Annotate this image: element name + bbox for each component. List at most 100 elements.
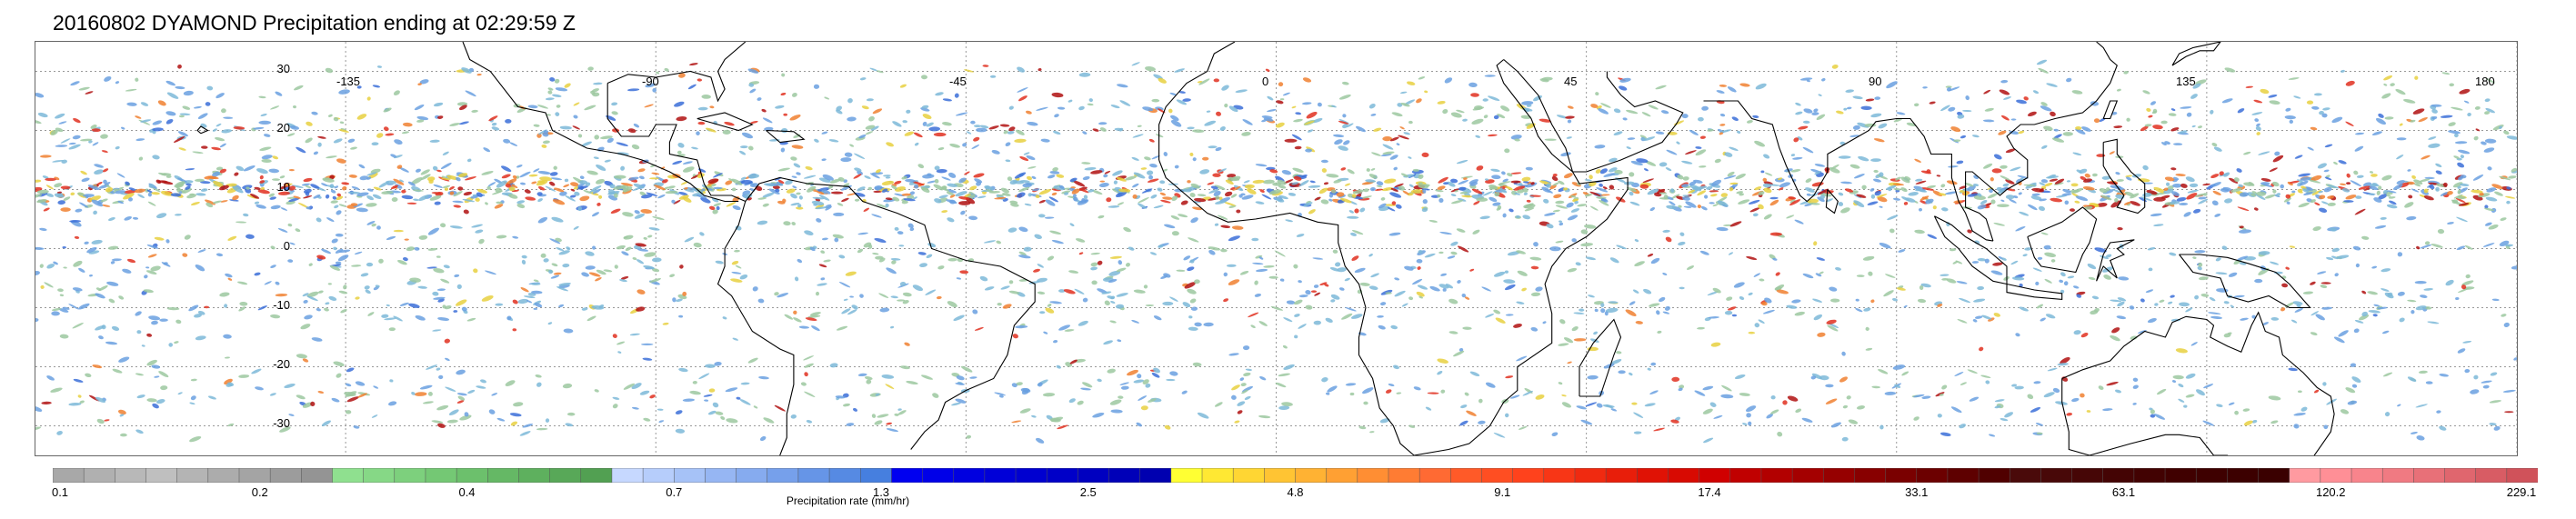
lon-label-45: 45	[1564, 75, 1578, 88]
lat-label-m30: -30	[273, 416, 290, 430]
colorbar-tick-label: 229.1	[2506, 485, 2537, 499]
colorbar-swatch	[1699, 468, 1731, 483]
colorbar-swatch	[549, 468, 582, 483]
colorbar-swatch	[1388, 468, 1420, 483]
colorbar-label: Precipitation rate (mm/hr)	[786, 494, 910, 507]
colorbar-swatch	[767, 468, 799, 483]
lat-label-10: 10	[276, 180, 290, 194]
colorbar-tick-label: 0.1	[51, 485, 69, 499]
colorbar-tick-label: 0.4	[458, 485, 476, 499]
colorbar-swatch	[301, 468, 334, 483]
colorbar-swatch	[2350, 468, 2383, 483]
colorbar-swatch	[2381, 468, 2414, 483]
colorbar-swatch	[2444, 468, 2477, 483]
lat-label-20: 20	[276, 121, 290, 135]
colorbar-swatch	[425, 468, 457, 483]
colorbar-swatch	[1916, 468, 1949, 483]
colorbar-tick-label: 2.5	[1079, 485, 1097, 499]
colorbar-swatch	[83, 468, 115, 483]
colorbar-swatch	[2071, 468, 2104, 483]
colorbar-swatch	[115, 468, 147, 483]
colorbar-tick-label: 9.1	[1494, 485, 1511, 499]
colorbar-swatch	[1791, 468, 1824, 483]
colorbar-swatch	[2040, 468, 2073, 483]
precipitation-field	[35, 59, 2517, 444]
colorbar-swatch	[2289, 468, 2321, 483]
colorbar-swatch	[456, 468, 488, 483]
lon-label-m45: -45	[949, 75, 967, 88]
colorbar-swatch	[394, 468, 426, 483]
colorbar-swatch	[53, 468, 85, 483]
gridlines	[35, 42, 2517, 455]
lat-label-m10: -10	[273, 298, 290, 312]
colorbar-swatch	[207, 468, 240, 483]
lon-label-m90: -90	[642, 75, 659, 88]
coastlines	[196, 42, 2335, 455]
lon-label-90: 90	[1869, 75, 1882, 88]
lon-label-180: 180	[2475, 75, 2495, 88]
colorbar-swatch	[1046, 468, 1078, 483]
colorbar-swatch	[1201, 468, 1234, 483]
colorbar-swatch	[859, 468, 892, 483]
colorbar-swatch	[2133, 468, 2166, 483]
colorbar-tick-label: 0.2	[251, 485, 268, 499]
colorbar-swatch	[1637, 468, 1669, 483]
colorbar-tick-label: 1.3	[872, 485, 890, 499]
lon-label-135: 135	[2176, 75, 2196, 88]
colorbar-swatch	[1760, 468, 1793, 483]
colorbar-swatch	[1605, 468, 1638, 483]
colorbar-swatch	[1418, 468, 1451, 483]
page-title: 20160802 DYAMOND Precipitation ending at…	[53, 11, 576, 35]
colorbar-swatch	[1357, 468, 1389, 483]
colorbar-swatch	[1729, 468, 1762, 483]
lat-label-30: 30	[276, 62, 290, 75]
colorbar-swatch	[1232, 468, 1265, 483]
colorbar-swatch	[2102, 468, 2135, 483]
lat-label-0: 0	[283, 239, 290, 253]
colorbar-swatch	[1326, 468, 1358, 483]
colorbar-swatch	[2506, 468, 2538, 483]
colorbar-swatch	[1574, 468, 1607, 483]
colorbar-swatch	[674, 468, 706, 483]
colorbar-swatch	[2164, 468, 2197, 483]
colorbar-swatch	[1512, 468, 1545, 483]
colorbar-swatch	[1823, 468, 1855, 483]
colorbar-swatch	[1170, 468, 1203, 483]
colorbar-swatch	[1947, 468, 1980, 483]
colorbar-tick-label: 33.1	[1905, 485, 1929, 499]
colorbar-swatch	[2320, 468, 2352, 483]
colorbar-tick-label: 4.8	[1287, 485, 1304, 499]
colorbar-swatch	[1543, 468, 1576, 483]
colorbar-swatch	[145, 468, 178, 483]
colorbar-swatch	[922, 468, 955, 483]
colorbar-swatch	[1264, 468, 1297, 483]
lat-label-m20: -20	[273, 357, 290, 371]
colorbar-tick-label: 17.4	[1698, 485, 1721, 499]
colorbar-swatch	[2009, 468, 2041, 483]
colorbar-swatch	[1078, 468, 1110, 483]
colorbar-swatch	[736, 468, 768, 483]
colorbar-swatch	[891, 468, 924, 483]
colorbar-swatch	[238, 468, 271, 483]
colorbar-swatch	[984, 468, 1017, 483]
colorbar-swatch	[2413, 468, 2446, 483]
colorbar-swatch	[1139, 468, 1172, 483]
colorbar-swatch	[1015, 468, 1047, 483]
colorbar-swatch	[1450, 468, 1483, 483]
lon-label-0: 0	[1262, 75, 1269, 88]
colorbar-swatch	[2227, 468, 2260, 483]
lon-label-m135: -135	[336, 75, 361, 88]
colorbar-swatch	[1481, 468, 1514, 483]
colorbar-swatch	[1978, 468, 2010, 483]
colorbar-swatch	[2475, 468, 2508, 483]
colorbar-swatch	[828, 468, 861, 483]
colorbar-swatch	[580, 468, 613, 483]
colorbar-swatch	[1108, 468, 1141, 483]
colorbar-swatch	[2195, 468, 2228, 483]
colorbar-swatch	[1885, 468, 1918, 483]
colorbar-tick-label: 63.1	[2111, 485, 2136, 499]
colorbar-swatch	[176, 468, 209, 483]
colorbar-swatch	[953, 468, 986, 483]
colorbar-swatch	[797, 468, 830, 483]
colorbar-tick-label: 120.2	[2315, 485, 2346, 499]
